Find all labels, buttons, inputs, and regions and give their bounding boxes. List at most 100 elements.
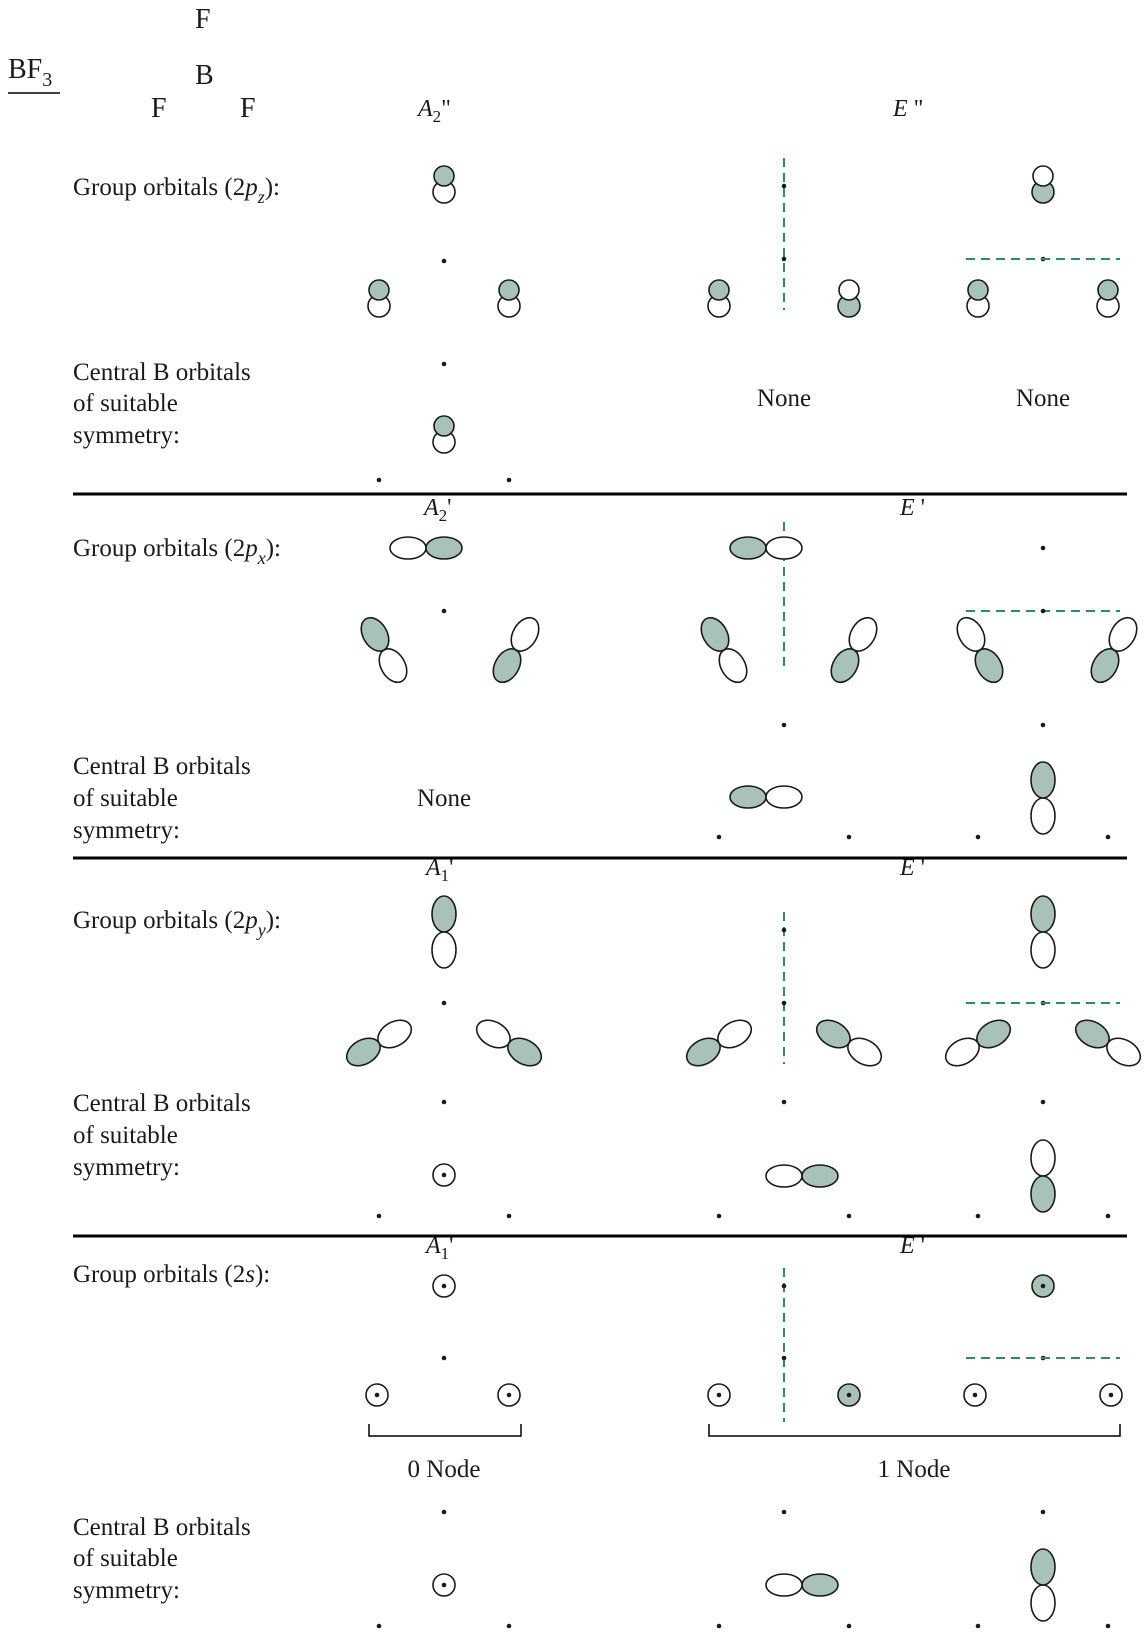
atom-dot [781, 1283, 787, 1289]
atom-dot [1105, 1213, 1111, 1219]
symmetry-label-s-a: A1' [424, 1233, 454, 1263]
symmetry-label-py-a: A1' [424, 855, 454, 885]
atom-dot [506, 1623, 512, 1629]
symmetry-label-px-a: A2' [422, 495, 452, 525]
symmetry-label-py-e: E ' [899, 855, 925, 881]
atom-dot [716, 834, 722, 840]
atom-dot [975, 834, 981, 840]
atom-dot [1105, 1623, 1111, 1629]
atom-dot [506, 477, 512, 483]
p-orbital-lobe [1030, 1175, 1056, 1213]
p-orbital-lobe [956, 616, 986, 652]
p-orbital-lobe [360, 616, 390, 652]
molecule-header: BF3 F B F F [8, 4, 256, 124]
symmetry-label-pz-e: E " [892, 96, 923, 122]
p-orbital-lobe [729, 536, 767, 560]
atom-dot [1105, 834, 1111, 840]
pz-orbital-lobe [1032, 165, 1054, 187]
none-label-px-a: None [417, 785, 471, 812]
label-central-px-3: symmetry: [73, 817, 180, 844]
atom-dot [374, 1392, 380, 1398]
symmetry-label-s-e: E ' [899, 1233, 925, 1259]
atom-dot [441, 1509, 447, 1515]
pz-orbital-lobe [838, 279, 860, 301]
label-central-pz-3: symmetry: [73, 422, 180, 449]
zero-node-bracket [368, 1424, 522, 1437]
atom-dot [441, 1000, 447, 1006]
atom-dot [781, 927, 787, 933]
atom-dot [506, 1392, 512, 1398]
atom-dot [716, 1392, 722, 1398]
p-orbital-lobe [765, 785, 803, 809]
p-orbital-lobe [1030, 895, 1056, 933]
label-central-s-2: of suitable [73, 1545, 178, 1572]
p-orbital-lobe [507, 1037, 543, 1067]
atom-dot [975, 1623, 981, 1629]
atom-right-f: F [240, 93, 256, 124]
none-label-pz-e1: None [757, 385, 811, 412]
pz-orbital-lobe [967, 279, 989, 301]
p-orbital-lobe [425, 536, 463, 560]
one-node-bracket [708, 1424, 1121, 1437]
pz-orbital-lobe [708, 279, 730, 301]
atom-dot [1040, 545, 1046, 551]
p-orbital-lobe [685, 1037, 721, 1067]
atom-dot [441, 608, 447, 614]
label-group-pz: Group orbitals (2pz): [73, 174, 280, 207]
p-orbital-lobe [1030, 1584, 1056, 1622]
atom-top-f: F [195, 4, 211, 35]
label-central-px-2: of suitable [73, 785, 178, 812]
p-orbital-lobe [431, 895, 457, 933]
atom-dot [846, 834, 852, 840]
p-orbital-lobe [1108, 616, 1138, 652]
orbital-drawings [73, 158, 1142, 1629]
atom-dot [441, 1283, 447, 1289]
row-labels: Group orbitals (2pz): Central B orbitals… [73, 174, 281, 1604]
atom-dot [441, 361, 447, 367]
atom-dot [376, 1623, 382, 1629]
atom-dot [506, 1213, 512, 1219]
atom-dot [781, 1000, 787, 1006]
p-orbital-lobe [848, 616, 878, 652]
label-group-px: Group orbitals (2px): [73, 535, 281, 568]
p-orbital-lobe [801, 1573, 839, 1597]
label-central-py-1: Central B orbitals [73, 1090, 251, 1117]
pz-orbital-lobe [498, 279, 520, 301]
p-orbital-lobe [1074, 1019, 1110, 1049]
molecule-formula: BF3 [8, 54, 52, 91]
p-orbital-lobe [345, 1037, 381, 1067]
p-orbital-lobe [1030, 1139, 1056, 1177]
atom-dot [376, 1213, 382, 1219]
atom-dot [441, 1172, 447, 1178]
pz-orbital-lobe [433, 165, 455, 187]
p-orbital-lobe [1030, 931, 1056, 969]
p-orbital-lobe [389, 536, 427, 560]
node-brackets: 0 Node 1 Node [368, 1424, 1121, 1483]
atom-dot [441, 258, 447, 264]
symmetry-label-pz-a: A2" [416, 96, 451, 126]
label-central-py-3: symmetry: [73, 1154, 180, 1181]
atom-dot [781, 256, 787, 262]
p-orbital-lobe [700, 616, 730, 652]
label-central-pz-2: of suitable [73, 390, 178, 417]
p-orbital-lobe [815, 1019, 851, 1049]
atom-dot [846, 1213, 852, 1219]
pz-orbital-lobe [368, 279, 390, 301]
label-central-s-1: Central B orbitals [73, 1514, 251, 1541]
label-group-py: Group orbitals (2py): [73, 907, 281, 940]
p-orbital-lobe [765, 1164, 803, 1188]
atom-dot [1040, 722, 1046, 728]
atom-dot [441, 1582, 447, 1588]
label-central-s-3: symmetry: [73, 1577, 180, 1604]
pz-orbital-lobe [433, 415, 455, 437]
zero-node-label: 0 Node [408, 1456, 481, 1483]
label-central-px-1: Central B orbitals [73, 753, 251, 780]
atom-dot [846, 1392, 852, 1398]
atom-dot [1040, 1283, 1046, 1289]
p-orbital-lobe [765, 1573, 803, 1597]
label-central-pz-1: Central B orbitals [73, 359, 251, 386]
atom-dot [781, 1099, 787, 1105]
p-orbital-lobe [1030, 761, 1056, 799]
p-orbital-lobe [801, 1164, 839, 1188]
